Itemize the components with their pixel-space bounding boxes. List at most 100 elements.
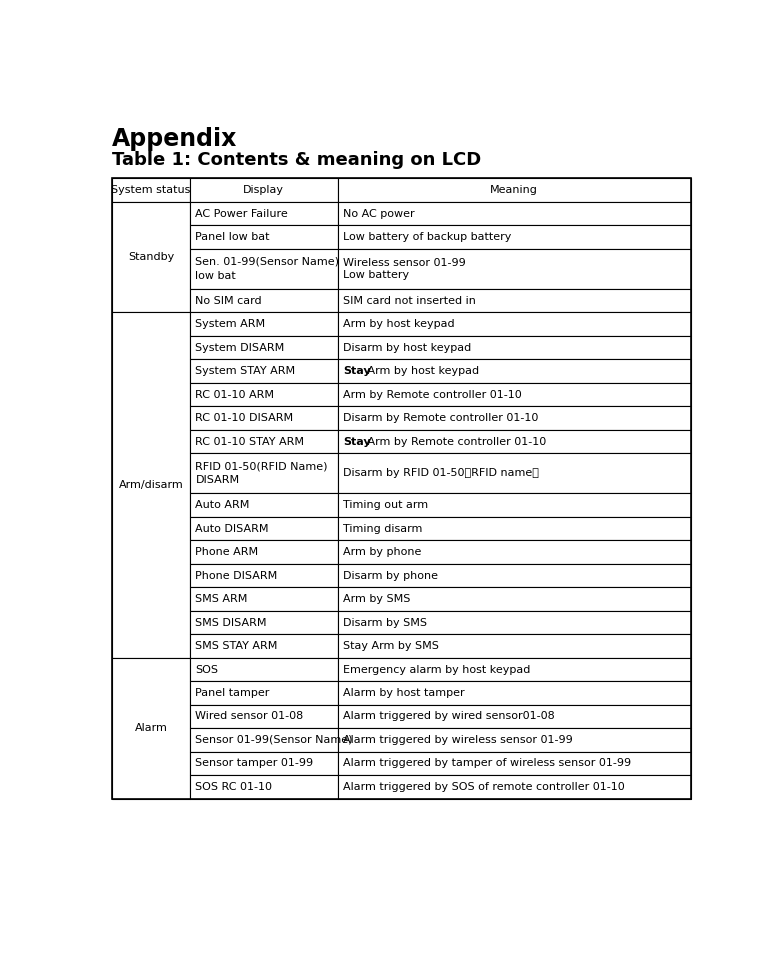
Bar (337, 540, 691, 564)
Text: No AC power: No AC power (343, 209, 415, 219)
Bar (190, 634, 337, 657)
Bar (337, 752, 691, 776)
Text: Alarm triggered by wired sensor01-08: Alarm triggered by wired sensor01-08 (343, 711, 555, 722)
Bar (190, 454, 337, 493)
Bar (337, 249, 691, 289)
Bar (337, 382, 691, 407)
Text: Arm by phone: Arm by phone (343, 547, 421, 557)
Text: Alarm triggered by tamper of wireless sensor 01-99: Alarm triggered by tamper of wireless se… (343, 758, 631, 769)
Bar (190, 226, 337, 249)
Bar (190, 202, 337, 226)
Text: Phone ARM: Phone ARM (196, 547, 258, 557)
Bar (337, 776, 691, 799)
Text: Sen. 01-99(Sensor Name)
low bat: Sen. 01-99(Sensor Name) low bat (196, 257, 339, 281)
Text: Stay Arm by SMS: Stay Arm by SMS (343, 641, 439, 651)
Text: System STAY ARM: System STAY ARM (196, 366, 295, 376)
Text: Low battery of backup battery: Low battery of backup battery (343, 233, 511, 242)
Bar (337, 517, 691, 540)
Text: Standby: Standby (128, 252, 174, 262)
Bar (112, 312, 190, 657)
Text: RFID 01-50(RFID Name)
DISARM: RFID 01-50(RFID Name) DISARM (196, 461, 328, 485)
Bar (337, 493, 691, 517)
Text: SOS RC 01-10: SOS RC 01-10 (196, 782, 272, 792)
Bar (337, 359, 691, 382)
Text: Alarm triggered by SOS of remote controller 01-10: Alarm triggered by SOS of remote control… (343, 782, 625, 792)
Text: Sensor tamper 01-99: Sensor tamper 01-99 (196, 758, 313, 769)
Text: Disarm by RFID 01-50（RFID name）: Disarm by RFID 01-50（RFID name） (343, 468, 539, 479)
Text: Disarm by host keypad: Disarm by host keypad (343, 343, 471, 353)
Text: Wired sensor 01-08: Wired sensor 01-08 (196, 711, 304, 722)
Bar (190, 359, 337, 382)
Text: Disarm by phone: Disarm by phone (343, 571, 438, 580)
Bar (190, 611, 337, 634)
Bar (190, 704, 337, 728)
Bar (190, 312, 337, 336)
Bar (190, 430, 337, 454)
Bar (337, 564, 691, 587)
Text: Emergency alarm by host keypad: Emergency alarm by host keypad (343, 664, 530, 675)
Text: No SIM card: No SIM card (196, 296, 262, 306)
Text: Arm by host keypad: Arm by host keypad (364, 366, 479, 376)
Bar (190, 179, 337, 202)
Text: RC 01-10 DISARM: RC 01-10 DISARM (196, 413, 294, 423)
Text: SIM card not inserted in: SIM card not inserted in (343, 296, 476, 306)
Bar (337, 681, 691, 704)
Text: Stay: Stay (343, 366, 370, 376)
Text: Table 1: Contents & meaning on LCD: Table 1: Contents & meaning on LCD (112, 151, 481, 169)
Bar (337, 430, 691, 454)
Bar (112, 657, 190, 799)
Text: SMS DISARM: SMS DISARM (196, 618, 267, 628)
Bar (190, 776, 337, 799)
Bar (337, 454, 691, 493)
Text: Auto ARM: Auto ARM (196, 500, 250, 510)
Text: Panel low bat: Panel low bat (196, 233, 270, 242)
Bar (337, 336, 691, 359)
Text: Disarm by Remote controller 01-10: Disarm by Remote controller 01-10 (343, 413, 539, 423)
Bar (190, 336, 337, 359)
Text: Alarm: Alarm (135, 724, 168, 733)
Text: RC 01-10 ARM: RC 01-10 ARM (196, 389, 274, 400)
Text: Sensor 01-99(Sensor Name): Sensor 01-99(Sensor Name) (196, 735, 353, 745)
Text: SOS: SOS (196, 664, 218, 675)
Text: Arm/disarm: Arm/disarm (118, 480, 183, 490)
Text: Wireless sensor 01-99
Low battery: Wireless sensor 01-99 Low battery (343, 259, 466, 280)
Text: Alarm by host tamper: Alarm by host tamper (343, 688, 464, 698)
Text: System status: System status (111, 185, 190, 195)
Text: Stay: Stay (343, 436, 370, 447)
Bar (190, 407, 337, 430)
Text: Arm by SMS: Arm by SMS (343, 594, 410, 604)
Bar (337, 312, 691, 336)
Bar (337, 611, 691, 634)
Bar (337, 202, 691, 226)
Bar (112, 179, 190, 202)
Text: AC Power Failure: AC Power Failure (196, 209, 288, 219)
Bar (190, 382, 337, 407)
Text: Panel tamper: Panel tamper (196, 688, 270, 698)
Text: Timing out arm: Timing out arm (343, 500, 428, 510)
Bar (112, 202, 190, 312)
Bar (337, 587, 691, 611)
Bar (190, 493, 337, 517)
Text: Disarm by SMS: Disarm by SMS (343, 618, 427, 628)
Bar (190, 289, 337, 312)
Text: Arm by Remote controller 01-10: Arm by Remote controller 01-10 (364, 436, 547, 447)
Bar (190, 249, 337, 289)
Bar (190, 517, 337, 540)
Text: SMS STAY ARM: SMS STAY ARM (196, 641, 278, 651)
Bar (337, 226, 691, 249)
Bar (337, 407, 691, 430)
Text: Phone DISARM: Phone DISARM (196, 571, 278, 580)
Bar (190, 728, 337, 752)
Text: RC 01-10 STAY ARM: RC 01-10 STAY ARM (196, 436, 305, 447)
Bar (190, 681, 337, 704)
Text: Meaning: Meaning (490, 185, 538, 195)
Bar (337, 728, 691, 752)
Bar (190, 752, 337, 776)
Bar (190, 587, 337, 611)
Text: Arm by Remote controller 01-10: Arm by Remote controller 01-10 (343, 389, 521, 400)
Bar (337, 289, 691, 312)
Text: Display: Display (244, 185, 284, 195)
Text: System DISARM: System DISARM (196, 343, 285, 353)
Bar (337, 657, 691, 681)
Text: Timing disarm: Timing disarm (343, 524, 422, 533)
